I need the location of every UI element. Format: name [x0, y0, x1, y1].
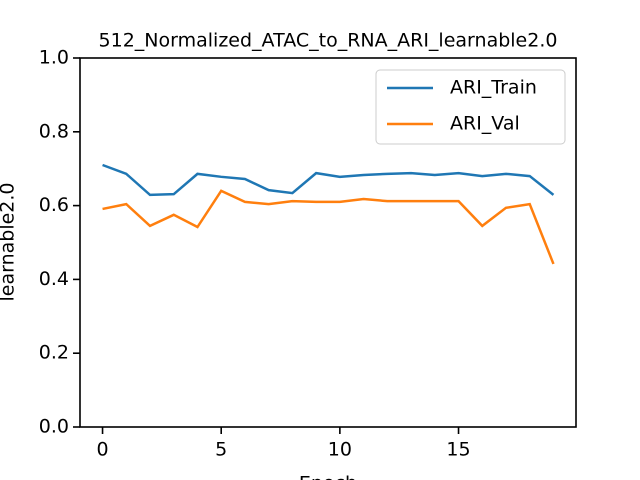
y-tick-label: 0.8 — [39, 120, 69, 142]
y-tick-label: 0.4 — [39, 268, 69, 290]
plot-frame — [79, 57, 577, 428]
legend-label: ARI_Train — [450, 77, 537, 99]
series-line — [102, 189, 555, 265]
x-axis-label: Epoch — [299, 473, 357, 480]
x-tick-label: 15 — [446, 439, 470, 461]
x-tick-label: 0 — [96, 439, 108, 461]
series-line — [102, 163, 555, 197]
y-axis-label: learnable2.0 — [0, 182, 19, 301]
x-tick-label: 5 — [215, 439, 227, 461]
chart-title: 512_Normalized_ATAC_to_RNA_ARI_learnable… — [99, 30, 558, 52]
y-tick-label: 1.0 — [39, 47, 69, 69]
y-tick-label: 0.2 — [39, 342, 69, 364]
x-tick-label: 10 — [328, 439, 352, 461]
legend-label: ARI_Val — [450, 113, 520, 135]
y-tick-label: 0.0 — [39, 416, 69, 438]
y-tick-label: 0.6 — [39, 194, 69, 216]
